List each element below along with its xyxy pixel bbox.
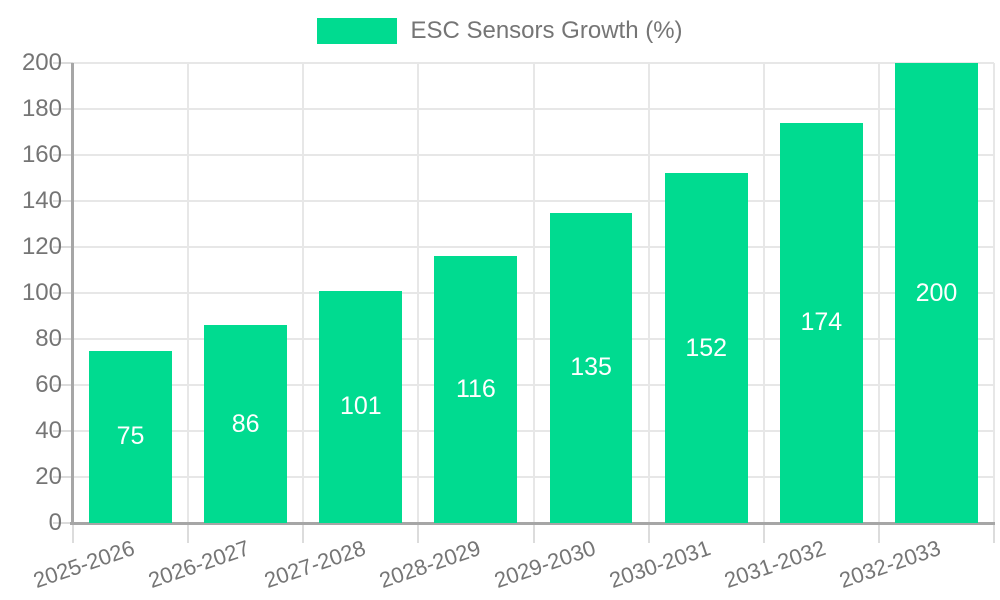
x-tick-label: 2032-2033: [836, 535, 944, 594]
bar-value-label: 86: [231, 409, 260, 438]
x-tick-label: 2030-2031: [606, 535, 714, 594]
x-tick: [187, 523, 190, 543]
y-tick: [53, 476, 73, 478]
bar-value-label: 174: [800, 308, 843, 337]
x-tick: [877, 523, 880, 543]
bar-2025-2026[interactable]: 75: [89, 350, 172, 523]
y-tick: [53, 430, 73, 432]
bar-2032-2033[interactable]: 200: [894, 63, 978, 523]
x-tick: [647, 523, 650, 543]
y-tick: [53, 338, 73, 340]
y-tick: [53, 108, 73, 110]
y-tick-label: 0: [48, 509, 62, 536]
y-tick-label: 40: [35, 417, 62, 444]
bar-2030-2031[interactable]: 152: [664, 173, 748, 523]
y-tick-label: 140: [21, 187, 62, 214]
x-gridline: [993, 63, 995, 523]
x-gridline: [417, 63, 420, 523]
bar-2027-2028[interactable]: 101: [319, 290, 403, 523]
x-tick-label: 2029-2030: [490, 535, 599, 594]
legend-label: ESC Sensors Growth (%): [410, 17, 683, 44]
x-gridline: [187, 63, 190, 523]
y-tick: [53, 246, 73, 248]
bar-value-label: 75: [116, 422, 145, 451]
bar-2029-2030[interactable]: 135: [549, 212, 633, 523]
bar-2028-2029[interactable]: 116: [434, 256, 518, 523]
bar-value-label: 152: [685, 333, 728, 362]
bar-value-label: 116: [455, 375, 496, 404]
y-axis-line: [71, 63, 74, 523]
y-tick-label: 20: [35, 463, 62, 490]
bar-value-label: 101: [339, 392, 382, 421]
x-tick: [762, 523, 765, 543]
x-tick-label: 2025-2026: [30, 535, 139, 594]
bar-2026-2027[interactable]: 86: [204, 325, 288, 523]
x-gridline: [532, 63, 535, 523]
y-tick-label: 100: [21, 279, 62, 306]
x-gridline: [302, 63, 305, 523]
x-gridline: [877, 63, 880, 523]
y-tick-label: 180: [21, 95, 62, 122]
x-tick: [72, 523, 74, 543]
x-tick: [417, 523, 420, 543]
y-tick: [53, 200, 73, 202]
x-tick: [532, 523, 535, 543]
bar-value-label: 135: [570, 353, 612, 382]
y-tick-label: 200: [21, 49, 62, 76]
x-tick-label: 2031-2032: [721, 535, 829, 594]
y-tick: [53, 292, 73, 294]
y-tick: [53, 522, 73, 524]
x-tick-label: 2026-2027: [145, 535, 254, 594]
x-gridline: [762, 63, 765, 523]
x-tick-label: 2027-2028: [260, 535, 369, 594]
legend-swatch: [317, 18, 398, 44]
y-tick: [53, 62, 73, 64]
y-tick-label: 120: [21, 233, 62, 260]
y-tick: [53, 154, 73, 156]
chart-legend[interactable]: ESC Sensors Growth (%): [0, 17, 1000, 45]
y-tick-label: 160: [21, 141, 62, 168]
x-axis-line: [70, 522, 995, 525]
bar-value-label: 200: [915, 278, 958, 307]
x-tick-label: 2028-2029: [375, 535, 484, 594]
x-tick: [302, 523, 305, 543]
x-tick: [993, 523, 995, 543]
bar-2031-2032[interactable]: 174: [779, 122, 863, 523]
x-gridline: [647, 63, 650, 523]
y-tick: [53, 384, 73, 386]
y-tick-label: 60: [35, 371, 62, 398]
y-tick-label: 80: [35, 325, 62, 352]
